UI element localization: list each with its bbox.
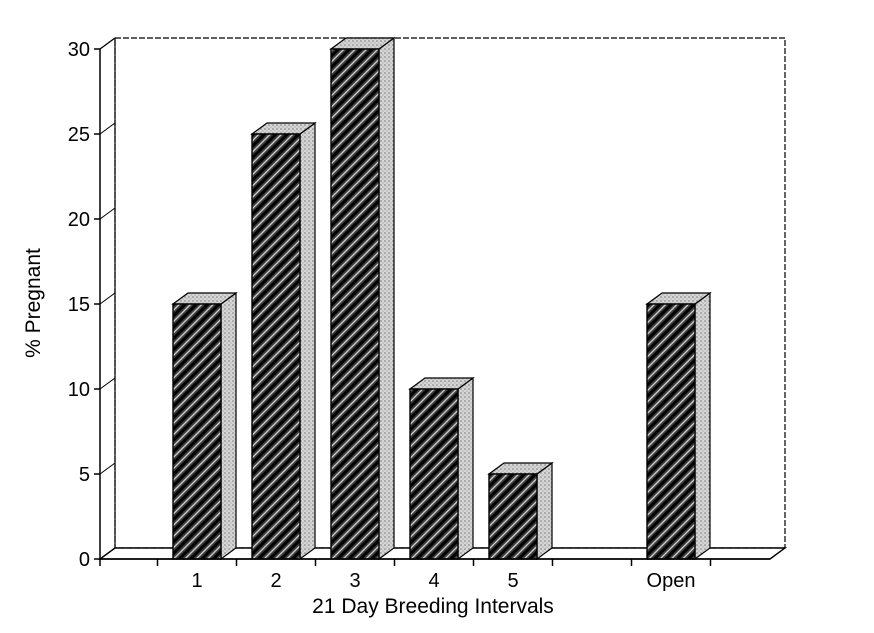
y-axis-title: % Pregnant xyxy=(22,248,45,358)
bar xyxy=(329,36,396,561)
bar-side xyxy=(536,461,553,561)
x-axis-title: 21 Day Breeding Intervals xyxy=(312,595,554,618)
bar xyxy=(487,461,554,561)
bar xyxy=(250,121,317,561)
bar xyxy=(408,376,475,561)
x-tick-label: Open xyxy=(647,570,696,592)
y-tick-label: 20 xyxy=(68,209,90,231)
bar-side xyxy=(299,121,316,561)
y-tick-depth xyxy=(99,462,116,475)
y-tick-depth xyxy=(99,37,116,50)
bar-side xyxy=(378,36,395,561)
y-tick-label: 10 xyxy=(68,379,90,401)
x-tick-label: 5 xyxy=(507,570,518,592)
bar-front xyxy=(172,303,222,560)
y-tick-label: 30 xyxy=(68,39,90,61)
bar-side xyxy=(694,291,711,561)
y-axis: 0 5 10 15 20 25 30 xyxy=(68,37,116,571)
x-axis: 1 2 3 4 5 Open xyxy=(99,558,770,592)
y-tick-label: 0 xyxy=(79,549,90,571)
y-tick-depth xyxy=(99,207,116,220)
y-tick-depth xyxy=(99,547,116,560)
bars-group xyxy=(171,36,712,561)
bar-front xyxy=(251,133,301,560)
x-tick-label: 2 xyxy=(270,570,281,592)
bar-front xyxy=(409,388,459,560)
x-tick-label: 4 xyxy=(428,570,439,592)
x-tick-label: 3 xyxy=(349,570,360,592)
bar-front xyxy=(330,48,380,560)
y-tick-depth xyxy=(99,377,116,390)
bar-front xyxy=(646,303,696,560)
bar xyxy=(171,291,238,561)
y-tick-label: 25 xyxy=(68,124,90,146)
y-tick-depth xyxy=(99,292,116,305)
bar-front xyxy=(488,473,538,560)
x-tick-label: 1 xyxy=(191,570,202,592)
y-tick-depth xyxy=(99,122,116,135)
bar-side xyxy=(457,376,474,561)
bar xyxy=(645,291,712,561)
y-tick-label: 5 xyxy=(79,464,90,486)
bar-side xyxy=(220,291,237,561)
y-tick-label: 15 xyxy=(68,294,90,316)
